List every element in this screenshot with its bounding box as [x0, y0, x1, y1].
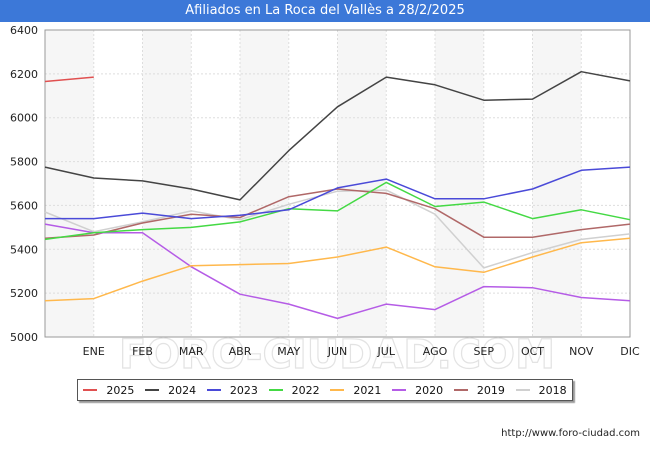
plot-band: [483, 30, 533, 337]
x-tick-label: ENE: [83, 345, 105, 358]
legend-item-2020: 2020: [392, 384, 443, 397]
y-tick-label: 6200: [10, 68, 38, 81]
x-tick-label: OCT: [521, 345, 544, 358]
y-tick-label: 5400: [10, 243, 38, 256]
plot-band: [191, 30, 240, 337]
x-tick-label: JUN: [327, 345, 348, 358]
legend-item-2024: 2024: [145, 384, 196, 397]
series-line-2019: [44, 188, 631, 240]
plot-band: [435, 30, 484, 337]
legend-label: 2024: [168, 383, 197, 397]
legend-label: 2019: [476, 383, 505, 397]
x-tick-label: JUL: [377, 345, 396, 358]
plot-band: [142, 30, 192, 337]
x-tick-label: MAR: [179, 345, 204, 358]
chart-title: Afiliados en La Roca del Vallès a 28/2/2…: [0, 0, 650, 22]
plot-band: [240, 30, 289, 337]
legend-swatch: [330, 389, 345, 391]
legend-label: 2018: [538, 383, 567, 397]
y-tick-label: 6400: [10, 24, 38, 37]
plot-frame: [44, 29, 631, 338]
legend-label: 2020: [415, 383, 444, 397]
legend-label: 2021: [353, 383, 382, 397]
x-tick-label: DIC: [620, 345, 640, 358]
y-axis-tick-labels: 5000 5200 5400 5600 5800 6000 6200 6400: [10, 24, 38, 344]
series-line-2024: [44, 70, 631, 201]
x-tick-label: MAY: [277, 345, 300, 358]
plot-band: [532, 30, 582, 337]
legend-item-2025: 2025: [83, 384, 134, 397]
plot-band: [581, 30, 630, 337]
plot-band: [45, 30, 94, 337]
y-tick-label: 6000: [10, 112, 38, 125]
plot-band: [93, 30, 143, 337]
legend-swatch: [392, 389, 407, 391]
plot-band: [288, 30, 338, 337]
x-axis-tick-labels: ENE FEB MAR ABR MAY JUN JUL AGO SEP OCT NOV DIC: [83, 345, 640, 358]
series-lines: [44, 70, 631, 320]
x-tick-label: AGO: [423, 345, 448, 358]
legend-item-2022: 2022: [268, 383, 320, 397]
legend-swatch: [206, 389, 221, 391]
legend-item-2021: 2021: [330, 384, 381, 397]
legend-swatch: [83, 389, 98, 391]
legend-label: 2023: [229, 383, 258, 397]
series-line-2018: [44, 189, 631, 269]
series-line-2020: [44, 223, 631, 320]
legend: 2025 2024 2023 2022 2021 2020 2019 2018: [77, 379, 573, 401]
legend-label: 2025: [106, 383, 135, 397]
series-line-2022: [44, 181, 631, 241]
x-tick-label: SEP: [473, 345, 494, 358]
x-tick-label: FEB: [132, 345, 153, 358]
watermark-text: FORO-CIUDAD.COM: [119, 332, 555, 378]
legend-label: 2022: [291, 383, 320, 397]
x-tick-label: NOV: [569, 345, 594, 358]
legend-item-2023: 2023: [206, 383, 258, 397]
legend-swatch: [515, 389, 530, 391]
source-credit: http://www.foro-ciudad.com: [501, 428, 640, 439]
gridlines: [44, 29, 631, 338]
y-tick-label: 5600: [10, 199, 38, 212]
legend-item-2018: 2018: [515, 383, 567, 397]
legend-swatch: [268, 389, 283, 391]
y-tick-label: 5200: [10, 287, 38, 300]
legend-swatch: [453, 389, 468, 391]
series-line-2023: [45, 166, 631, 220]
series-line-2025: [44, 76, 94, 83]
y-tick-label: 5000: [10, 331, 38, 344]
legend-item-2019: 2019: [453, 383, 505, 397]
series-line-2021: [44, 237, 631, 302]
x-tick-label: ABR: [229, 345, 252, 358]
plot-band: [386, 30, 435, 337]
legend-swatch: [145, 389, 160, 391]
y-tick-label: 5800: [10, 156, 38, 169]
